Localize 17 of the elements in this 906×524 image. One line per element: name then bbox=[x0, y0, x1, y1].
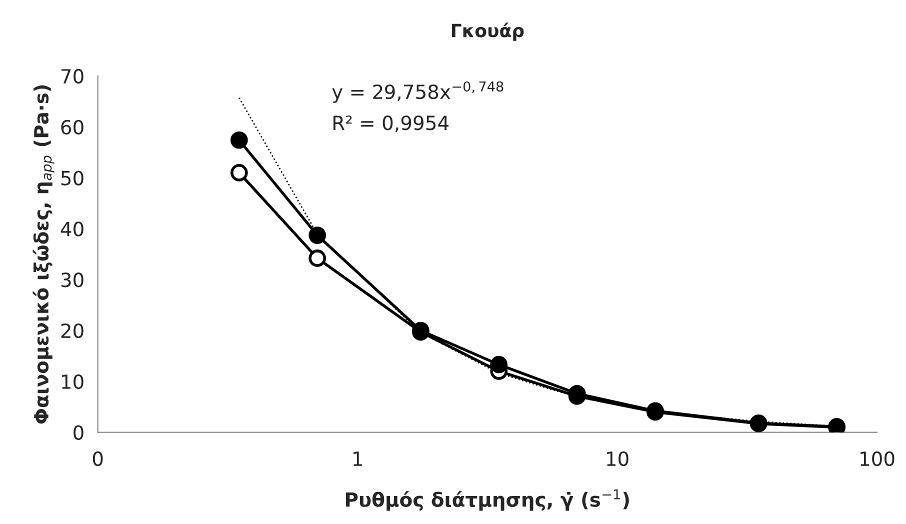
y-tick-label: 50 bbox=[61, 170, 84, 186]
x-tick-label: 1 bbox=[354, 452, 362, 466]
x-axis-title: Ρυθμός διάτμησης, γ̇ (s$^{−1}$) bbox=[346, 489, 629, 511]
annotation: y = 29,758x$^{−0,748}$ bbox=[332, 81, 504, 103]
y-tick-label: 20 bbox=[61, 323, 84, 338]
x-tick-label: 100 bbox=[860, 451, 894, 466]
x-tick-label: 0 bbox=[92, 451, 103, 466]
chart-title: Γκουάρ bbox=[452, 22, 524, 41]
y-tick-label: 10 bbox=[62, 374, 84, 390]
y-tick-label: 40 bbox=[60, 222, 84, 236]
x-tick-label: 10 bbox=[607, 451, 628, 466]
y-tick-label: 0 bbox=[74, 425, 84, 440]
y-tick-label: 60 bbox=[61, 120, 84, 135]
y-tick-label: 70 bbox=[62, 68, 84, 84]
annotation: R² = 0,9954 bbox=[334, 116, 448, 132]
y-tick-label: 30 bbox=[61, 272, 84, 288]
y-axis-title: Φαινομενικό ιξώδες, η$_{app}$ (Pa·s) bbox=[32, 85, 54, 424]
